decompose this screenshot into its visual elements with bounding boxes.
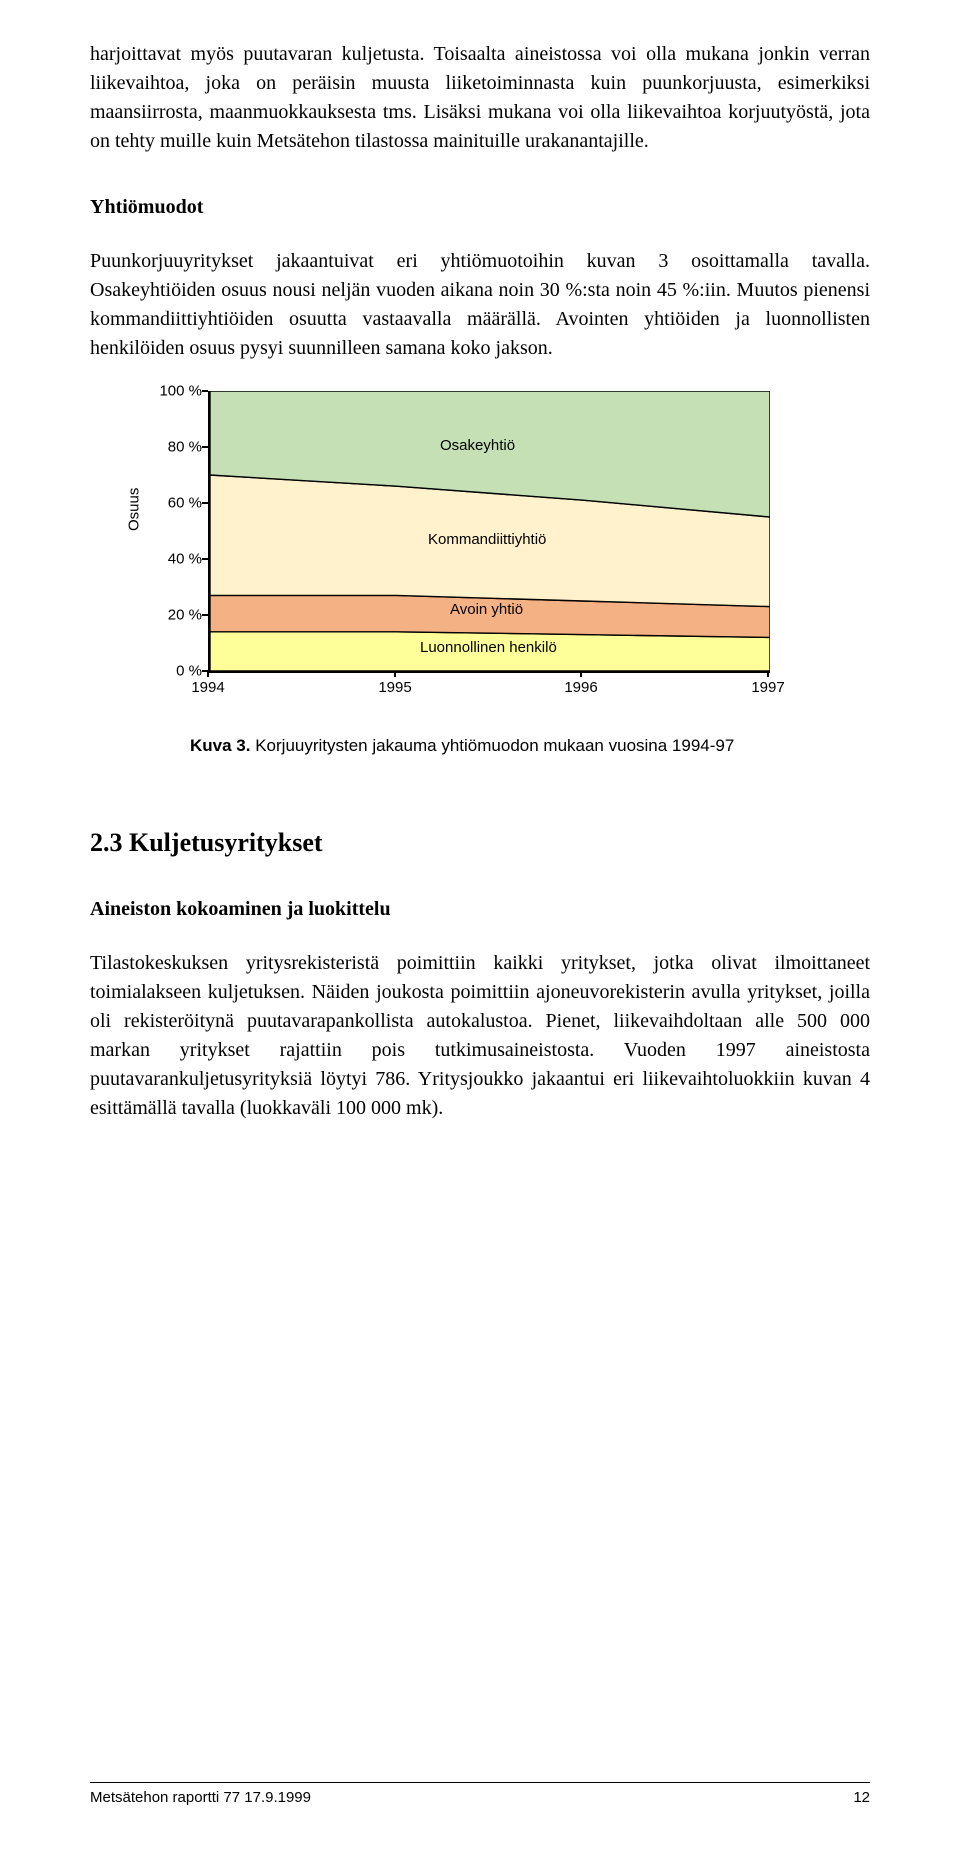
page-footer: Metsätehon raportti 77 17.9.1999 12 <box>90 1782 870 1806</box>
label-luonnollinen: Luonnollinen henkilö <box>420 639 557 656</box>
xtick-1994: 1994 <box>191 679 224 696</box>
ytick-40: 40 % <box>168 551 202 568</box>
footer-left: Metsätehon raportti 77 17.9.1999 <box>90 1789 311 1806</box>
ytick-20: 20 % <box>168 607 202 624</box>
xtick-1996: 1996 <box>564 679 597 696</box>
chart-caption: Kuva 3. Korjuuyritysten jakauma yhtiömuo… <box>190 735 800 758</box>
label-avoin-yhtio: Avoin yhtiö <box>450 601 523 618</box>
caption-bold: Kuva 3. <box>190 736 250 755</box>
paragraph-1: harjoittavat myös puutavaran kuljetusta.… <box>90 40 870 156</box>
paragraph-2: Puunkorjuuyritykset jakaantuivat eri yht… <box>90 247 870 363</box>
stacked-area-chart: Osuus 0 % 20 % 40 % 60 % 80 % 100 % 1994… <box>140 391 800 711</box>
ytick-0: 0 % <box>176 663 202 680</box>
label-kommandiittiyhtio: Kommandiittiyhtiö <box>428 531 546 548</box>
heading-2-3: 2.3 Kuljetusyritykset <box>90 828 870 858</box>
label-osakeyhtio: Osakeyhtiö <box>440 437 515 454</box>
caption-text: Korjuuyritysten jakauma yhtiömuodon muka… <box>250 736 734 755</box>
y-axis-label: Osuus <box>126 488 143 531</box>
ytick-60: 60 % <box>168 495 202 512</box>
page: harjoittavat myös puutavaran kuljetusta.… <box>0 0 960 1856</box>
xtick-1995: 1995 <box>378 679 411 696</box>
xtick-1997: 1997 <box>751 679 784 696</box>
chart-kuva-3: Osuus 0 % 20 % 40 % 60 % 80 % 100 % 1994… <box>140 391 800 758</box>
footer-right: 12 <box>853 1789 870 1806</box>
section-title-aineiston: Aineiston kokoaminen ja luokittelu <box>90 898 870 921</box>
ytick-100: 100 % <box>159 383 202 400</box>
ytick-80: 80 % <box>168 439 202 456</box>
paragraph-3: Tilastokeskuksen yritysrekisteristä poim… <box>90 949 870 1123</box>
section-title-yhtiomuodot: Yhtiömuodot <box>90 196 870 219</box>
